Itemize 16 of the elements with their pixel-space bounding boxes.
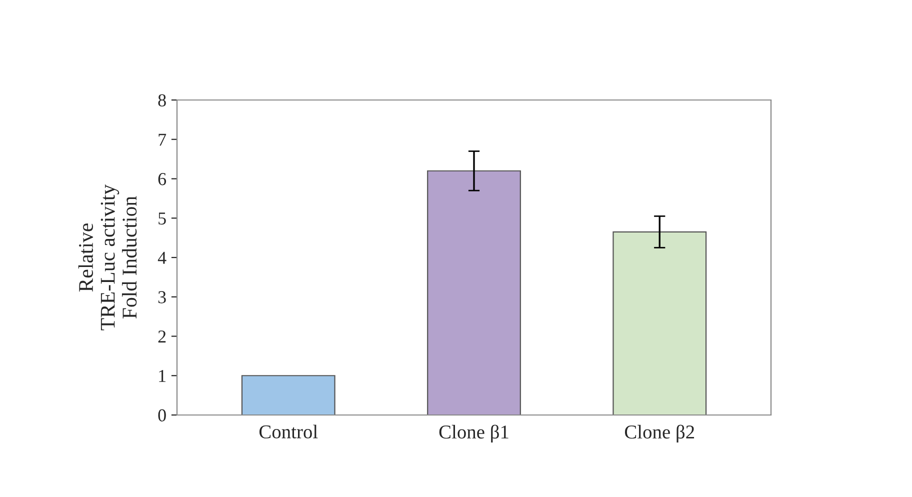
bar — [427, 170, 521, 415]
bar — [612, 231, 707, 415]
x-tick-label: Control — [259, 424, 318, 438]
y-axis-title: Relative TRE-Luc activity Fold Induction — [78, 184, 137, 330]
y-tick-label: 6 — [158, 173, 166, 186]
y-tick-label: 5 — [158, 212, 166, 225]
y-tick-label: 2 — [158, 330, 166, 343]
y-tick-label: 1 — [159, 370, 166, 382]
x-tick-label: Clone β2 — [624, 424, 694, 443]
bar — [241, 375, 336, 415]
y-tick-label: 0 — [158, 409, 166, 422]
y-tick-label: 4 — [158, 252, 166, 264]
y-tick-label: 8 — [158, 94, 166, 106]
x-tick-label: Clone β1 — [439, 424, 508, 443]
y-tick-label: 7 — [158, 134, 166, 146]
y-tick-label: 3 — [158, 291, 166, 304]
